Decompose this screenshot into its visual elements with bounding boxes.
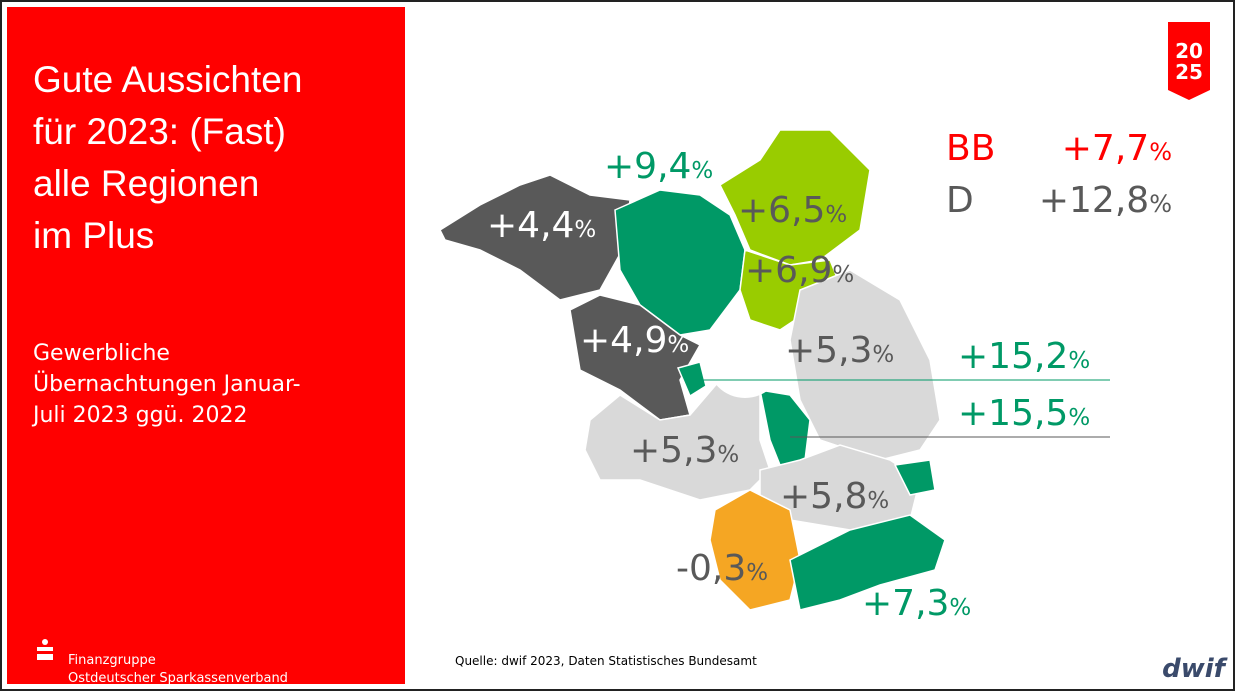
summary-unit: % — [1149, 138, 1172, 166]
region-label: +6,9% — [745, 250, 854, 291]
red-panel — [7, 7, 405, 684]
brand-text: Finanzgruppe — [68, 653, 156, 668]
label-unit: % — [832, 262, 854, 288]
label-value: +15,2 — [958, 336, 1068, 377]
label-value: +5,3 — [630, 430, 717, 471]
region-label: +4,4% — [487, 205, 596, 246]
label-value: +5,3 — [785, 330, 872, 371]
label-unit: % — [1068, 348, 1090, 374]
title-line: alle Regionen — [33, 163, 259, 204]
label-unit: % — [872, 342, 894, 368]
region — [584, 379, 771, 501]
label-unit: % — [691, 158, 713, 184]
summary-value: +12,8% — [1039, 180, 1172, 221]
summary-value: +7,7% — [1062, 128, 1172, 169]
label-unit: % — [574, 217, 596, 243]
summary-unit: % — [1149, 190, 1172, 218]
region-label: -0,3% — [676, 548, 768, 589]
region-label: +15,5% — [958, 393, 1090, 434]
logo: dwif — [1162, 654, 1229, 684]
region — [893, 459, 936, 496]
badge-text: 25 — [1175, 60, 1203, 84]
region-label: +5,3% — [630, 430, 739, 471]
label-unit: % — [667, 332, 689, 358]
region — [569, 294, 702, 421]
title: Gute Aussichten für 2023: (Fast) alle Re… — [33, 59, 302, 256]
region-label: +15,2% — [958, 336, 1090, 377]
title-line: Gute Aussichten — [33, 59, 302, 100]
summary-number: +12,8 — [1039, 180, 1149, 221]
region-label: +6,5% — [738, 190, 847, 231]
map — [439, 129, 946, 611]
label-value: +6,5 — [738, 190, 825, 231]
subtitle: Gewerbliche Übernachtungen Januar- Juli … — [31, 341, 301, 428]
region — [676, 361, 707, 398]
region-label: +4,9% — [580, 320, 689, 361]
brand-text: Ostdeutscher Sparkassenverband — [68, 671, 288, 686]
subtitle-line: Juli 2023 ggü. 2022 — [31, 403, 247, 428]
label-value: +15,5 — [958, 393, 1068, 434]
label-unit: % — [746, 560, 768, 586]
summary-number: +7,7 — [1062, 128, 1149, 169]
source: Quelle: dwif 2023, Daten Statistisches B… — [455, 654, 757, 668]
label-value: +4,9 — [580, 320, 667, 361]
region-label: +7,3% — [862, 583, 971, 624]
region-label: +5,3% — [785, 330, 894, 371]
label-value: +5,8 — [780, 476, 867, 517]
brand-icon — [42, 639, 48, 645]
region-label: +9,4% — [604, 146, 713, 187]
brand-icon — [37, 647, 53, 651]
subtitle-line: Übernachtungen Januar- — [33, 371, 301, 397]
summary-name: D — [946, 180, 974, 221]
label-unit: % — [717, 442, 739, 468]
region — [789, 514, 946, 611]
label-value: +7,3 — [862, 583, 949, 624]
region — [719, 129, 871, 266]
berlin — [707, 322, 783, 398]
region-label: +5,8% — [780, 476, 889, 517]
badge-text: 20 — [1175, 39, 1203, 63]
label-unit: % — [1068, 405, 1090, 431]
label-unit: % — [867, 488, 889, 514]
label-value: +9,4 — [604, 146, 691, 187]
label-unit: % — [825, 202, 847, 228]
subtitle-line: Gewerbliche — [33, 341, 170, 366]
title-line: für 2023: (Fast) — [33, 111, 286, 152]
brand-icon — [37, 654, 53, 660]
summary-name: BB — [946, 128, 995, 169]
label-unit: % — [949, 595, 971, 621]
badge — [1168, 22, 1210, 100]
label-value: -0,3 — [676, 548, 746, 589]
label-value: +4,4 — [487, 205, 574, 246]
label-value: +6,9 — [745, 250, 832, 291]
region — [709, 489, 801, 611]
title-line: im Plus — [33, 215, 154, 256]
